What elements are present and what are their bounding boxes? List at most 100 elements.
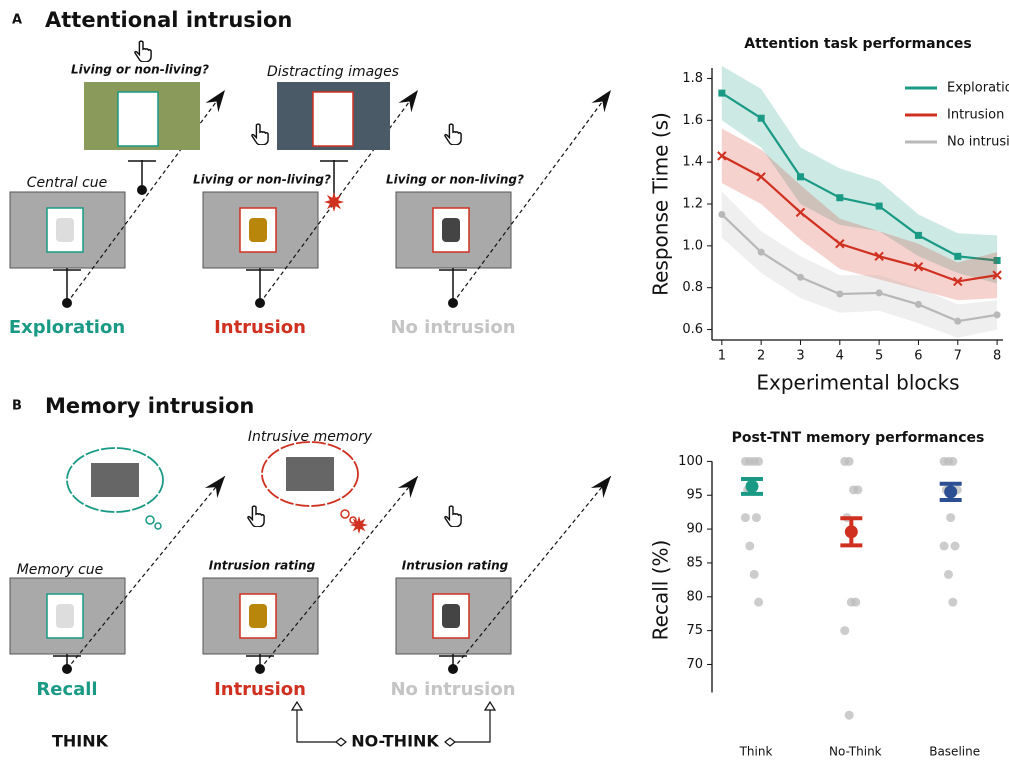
x-tick-label: Think [739, 745, 773, 759]
marker [758, 115, 765, 122]
stem-dot [137, 185, 147, 195]
marker [718, 90, 725, 97]
legend-label: Exploration [947, 81, 1009, 96]
arrow-head [205, 90, 225, 112]
stimulus-object [442, 604, 460, 628]
x-tick-label: No-Think [829, 745, 882, 759]
y-tick-label: 1.8 [682, 71, 703, 86]
cue-note: Central cue [27, 175, 108, 191]
x-tick-label: 1 [718, 349, 726, 364]
memory-image [91, 463, 139, 497]
data-point [951, 542, 960, 551]
hand-icon [135, 41, 151, 62]
x-axis-title: Experimental blocks [756, 371, 959, 395]
condition-label: Intrusion [214, 317, 306, 338]
x-tick-label: Baseline [929, 745, 980, 759]
cue-note: Memory cue [17, 562, 104, 578]
arrow-head [591, 476, 611, 498]
stimulus-object [249, 218, 267, 242]
mean-point [845, 525, 858, 538]
condition-label: No intrusion [390, 679, 515, 700]
x-tick-label: 4 [836, 349, 844, 364]
data-point [940, 542, 949, 551]
y-tick-label: 95 [686, 488, 703, 503]
marker [718, 211, 725, 218]
marker [954, 253, 961, 260]
marker [915, 232, 922, 239]
photo-frame [118, 92, 158, 146]
dashed-path [260, 476, 418, 669]
question: Living or non-living? [193, 173, 331, 187]
data-point [752, 513, 761, 522]
mean-point [944, 485, 957, 498]
figure: A Attentional intrusion B Memory intrusi… [0, 0, 1009, 762]
dashed-path [453, 476, 611, 669]
x-tick-label: 8 [993, 349, 1001, 364]
marker [836, 194, 843, 201]
question: Living or non-living? [71, 63, 209, 77]
data-point [948, 598, 957, 607]
data-point [845, 711, 854, 720]
marker [836, 290, 843, 297]
panel-title: Memory intrusion [45, 394, 254, 418]
data-point [853, 485, 862, 494]
burst [324, 192, 344, 212]
y-tick-label: 90 [686, 522, 703, 537]
y-tick-label: 1.6 [682, 113, 703, 128]
x-tick-label: 5 [875, 349, 883, 364]
hand-icon [252, 124, 268, 145]
legend-label: No intrusion [947, 135, 1009, 150]
image-note: Distracting images [267, 64, 399, 80]
stimulus-object [249, 604, 267, 628]
data-point [840, 626, 849, 635]
data-point [750, 570, 759, 579]
memory-image [286, 457, 334, 491]
arrow-head [591, 90, 611, 112]
y-tick-label: 0.6 [682, 322, 703, 337]
data-point [946, 513, 955, 522]
arrow-head [205, 476, 225, 498]
condition-label: Exploration [9, 317, 125, 338]
y-tick-label: 100 [678, 454, 703, 469]
data-point [741, 513, 750, 522]
burst [350, 516, 368, 534]
x-tick-label: 3 [796, 349, 804, 364]
y-tick-label: 1.2 [682, 197, 703, 212]
question: Intrusion rating [209, 559, 316, 573]
marker [797, 274, 804, 281]
group-label: NO-THINK [351, 732, 439, 751]
hand-icon [445, 124, 461, 145]
data-point [754, 598, 763, 607]
data-point [948, 457, 957, 466]
data-point [754, 457, 763, 466]
y-tick-label: 70 [686, 657, 703, 672]
x-tick-label: 7 [954, 349, 962, 364]
page: {"panel_a": {"label": "A", "title": "Att… [0, 0, 1009, 762]
hand-icon [445, 506, 461, 527]
y-tick-label: 80 [686, 589, 703, 604]
hand-icon [248, 506, 264, 527]
question: Intrusion rating [402, 559, 509, 573]
arrow-head [398, 476, 418, 498]
y-axis-title: Response Time (s) [649, 112, 673, 296]
thought-bubble [341, 510, 349, 518]
y-tick-label: 85 [686, 555, 703, 570]
marker [994, 311, 1001, 318]
marker [954, 318, 961, 325]
question: Living or non-living? [386, 173, 524, 187]
thought-bubble [155, 523, 161, 529]
stimulus-object [442, 218, 460, 242]
panel-label: B [12, 399, 22, 414]
arrow-head [398, 90, 418, 112]
marker [876, 289, 883, 296]
mean-point [746, 480, 759, 493]
group-label: THINK [52, 732, 109, 751]
data-point [944, 570, 953, 579]
legend-label: Intrusion [947, 108, 1004, 123]
marker [915, 301, 922, 308]
y-axis-title: Recall (%) [649, 540, 673, 641]
y-tick-label: 75 [686, 623, 703, 638]
panel-title: Attentional intrusion [45, 8, 292, 32]
y-tick-label: 0.8 [682, 280, 703, 295]
thought-bubble [146, 516, 154, 524]
